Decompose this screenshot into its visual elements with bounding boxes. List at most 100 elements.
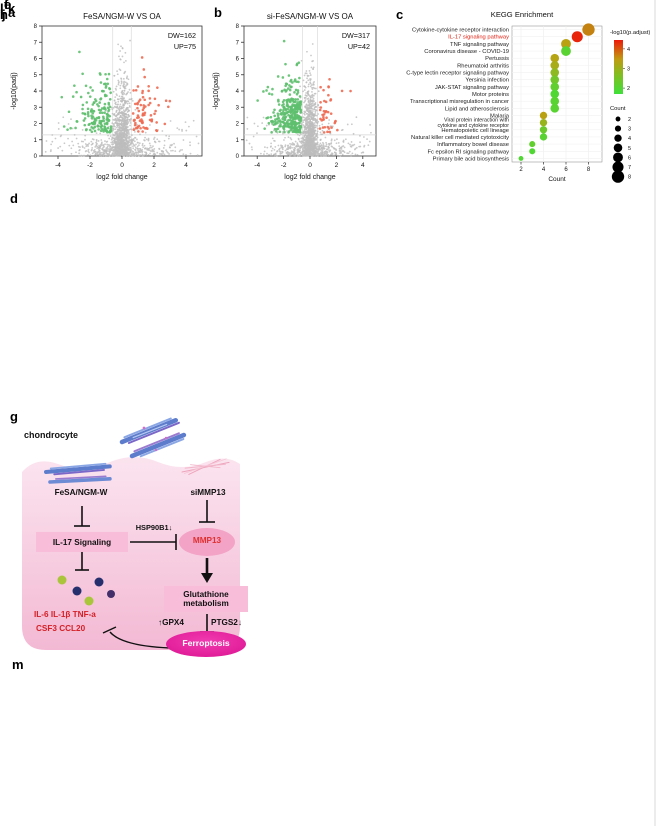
svg-text:Pertussis: Pertussis	[485, 56, 509, 62]
svg-text:Viral protein interaction with: Viral protein interaction with	[444, 117, 509, 123]
svg-text:Rheumatoid arthritis: Rheumatoid arthritis	[457, 63, 509, 69]
svg-text:Transcriptional misregulation: Transcriptional misregulation in cancer	[410, 99, 509, 105]
svg-text:7: 7	[628, 165, 631, 171]
panel-letter-l: l	[0, 1, 4, 16]
svg-text:2: 2	[519, 167, 523, 173]
panel-letter-e: e	[4, 0, 12, 12]
simmp13-label: siMMP13	[190, 488, 226, 497]
svg-text:TNF signaling pathway: TNF signaling pathway	[450, 42, 509, 48]
svg-text:0: 0	[120, 162, 124, 169]
panel-m-western-blot: m	[6, 658, 254, 826]
cytokines-row1: IL-6 IL-1β TNF-a	[34, 610, 96, 619]
svg-text:-log10(padj): -log10(padj)	[213, 72, 220, 109]
panel-letter-g: g	[10, 409, 18, 424]
cytokine-dots	[57, 575, 115, 606]
svg-text:C-type lectin receptor signali: C-type lectin receptor signaling pathway	[406, 71, 509, 77]
glutathione-metabolism-box: Glutathione metabolism	[164, 586, 248, 612]
svg-text:2: 2	[335, 162, 339, 169]
panel-b-volcano: b si-FeSA/NGM-W VS OA 0 1 2 3 4 5 6 7 8 -4 -2 0 2 4 DW=…	[208, 6, 384, 190]
svg-text:7: 7	[236, 40, 240, 46]
nanofiber-simmp13-icon	[181, 458, 230, 475]
svg-text:2: 2	[34, 122, 38, 128]
svg-text:KEGG Enrichment: KEGG Enrichment	[491, 10, 554, 19]
svg-text:Lipid and atherosclerosis: Lipid and atherosclerosis	[445, 106, 509, 112]
svg-text:4: 4	[236, 89, 240, 95]
volcano-svg-a: FeSA/NGM-W VS OA 0 1 2 3 4 5 6 7 8 -4 -2 0 2 4 DW=162 UP…	[11, 12, 203, 181]
svg-text:DW=317: DW=317	[342, 31, 370, 40]
chondrocyte-label: chondrocyte	[24, 430, 79, 440]
svg-text:-4: -4	[254, 162, 260, 169]
svg-text:Natural killer cell mediated c: Natural killer cell mediated cytotoxicit…	[411, 135, 509, 141]
il17-signaling-box: IL-17 Signaling	[36, 532, 128, 552]
svg-text:Coronavirus disease - COVID-19: Coronavirus disease - COVID-19	[424, 49, 509, 55]
panel-letter-b: b	[214, 5, 222, 20]
panel-letter-k: k	[8, 1, 16, 16]
hsp90b1-label: HSP90B1↓	[135, 523, 173, 532]
svg-text:6: 6	[628, 155, 631, 161]
volcano-svg-b: si-FeSA/NGM-W VS OA 0 1 2 3 4 5 6 7 8 -4 -2 0 2 4 DW=31…	[213, 12, 377, 181]
mmp13-down-arrow	[201, 558, 213, 583]
mmp13-ellipse	[179, 528, 235, 556]
kegg-svg: KEGG Enrichment Cytokine-cytokine recepto…	[406, 10, 650, 183]
svg-text:8: 8	[628, 175, 631, 181]
svg-text:6: 6	[564, 167, 568, 173]
svg-text:FeSA/NGM-W VS OA: FeSA/NGM-W VS OA	[83, 12, 161, 21]
panel-letter-m: m	[12, 657, 24, 672]
svg-text:log2 fold change: log2 fold change	[284, 174, 335, 181]
svg-text:4: 4	[361, 162, 365, 169]
nanofiber-top-icon	[119, 417, 187, 459]
svg-text:UP=75: UP=75	[174, 42, 196, 51]
svg-text:5: 5	[34, 73, 38, 79]
svg-text:3: 3	[628, 127, 631, 133]
svg-text:si-FeSA/NGM-W VS OA: si-FeSA/NGM-W VS OA	[267, 12, 354, 21]
panel-letter-h: h	[0, 7, 8, 22]
panel-letter-a: a	[8, 5, 16, 20]
ferroptosis-feedback-arrow	[102, 626, 171, 649]
svg-text:Motor proteins: Motor proteins	[472, 92, 509, 98]
svg-text:4: 4	[184, 162, 188, 169]
svg-text:Count: Count	[548, 176, 566, 183]
mmp13-label: MMP13	[192, 536, 222, 545]
svg-text:-log10(padj): -log10(padj)	[11, 72, 18, 109]
svg-text:5: 5	[236, 73, 240, 79]
panel-letter-i: i	[0, 7, 4, 22]
fesa-ngm-w-label: FeSA/NGM-W	[54, 488, 108, 497]
svg-text:-log10(p.adjust): -log10(p.adjust)	[610, 30, 650, 36]
svg-text:0: 0	[308, 162, 312, 169]
svg-text:Cytokine-cytokine receptor int: Cytokine-cytokine receptor interaction	[412, 28, 509, 34]
svg-text:UP=42: UP=42	[348, 42, 370, 51]
panel-letter-j: j	[2, 7, 6, 22]
svg-text:Primary bile acid biosynthesis: Primary bile acid biosynthesis	[433, 156, 509, 162]
svg-text:-2: -2	[87, 162, 93, 169]
cytokines-row2: CSF3 CCL20	[36, 624, 86, 633]
svg-text:1: 1	[34, 138, 38, 144]
svg-text:8: 8	[236, 24, 240, 30]
svg-text:log2 fold change: log2 fold change	[96, 174, 147, 181]
svg-text:4: 4	[542, 167, 546, 173]
ferroptosis-ellipse	[166, 631, 246, 657]
gpx4-up-label: ↑GPX4	[158, 618, 184, 627]
svg-text:2: 2	[628, 117, 631, 123]
svg-text:cytokine and cytokine receptor: cytokine and cytokine receptor	[437, 123, 509, 129]
panel-letter-c: c	[396, 7, 404, 22]
svg-text:IL-17 signaling pathway: IL-17 signaling pathway	[448, 35, 509, 41]
svg-text:0: 0	[34, 154, 38, 160]
svg-text:Yersinia infection: Yersinia infection	[465, 78, 509, 84]
svg-text:3: 3	[34, 105, 38, 111]
inhibition-arrows	[74, 500, 215, 633]
svg-text:7: 7	[34, 40, 38, 46]
panel-letter-d: d	[10, 191, 18, 206]
svg-text:6: 6	[236, 57, 240, 63]
svg-text:2: 2	[152, 162, 156, 169]
panel-a-volcano: a FeSA/NGM-W VS OA 0 1 2 3 4 5 6 7 8 -4 -2 0 2 4 DW=162…	[6, 6, 210, 190]
svg-text:3: 3	[627, 66, 630, 72]
svg-text:6: 6	[34, 57, 38, 63]
panel-letter-f: f	[4, 0, 9, 12]
ptgs2-down-label: PTGS2↓	[211, 618, 242, 627]
nanofiber-fesa-icon	[44, 462, 112, 484]
svg-text:8: 8	[34, 24, 38, 30]
svg-text:Count: Count	[610, 106, 626, 112]
svg-text:1: 1	[236, 138, 240, 144]
svg-text:2: 2	[236, 122, 240, 128]
